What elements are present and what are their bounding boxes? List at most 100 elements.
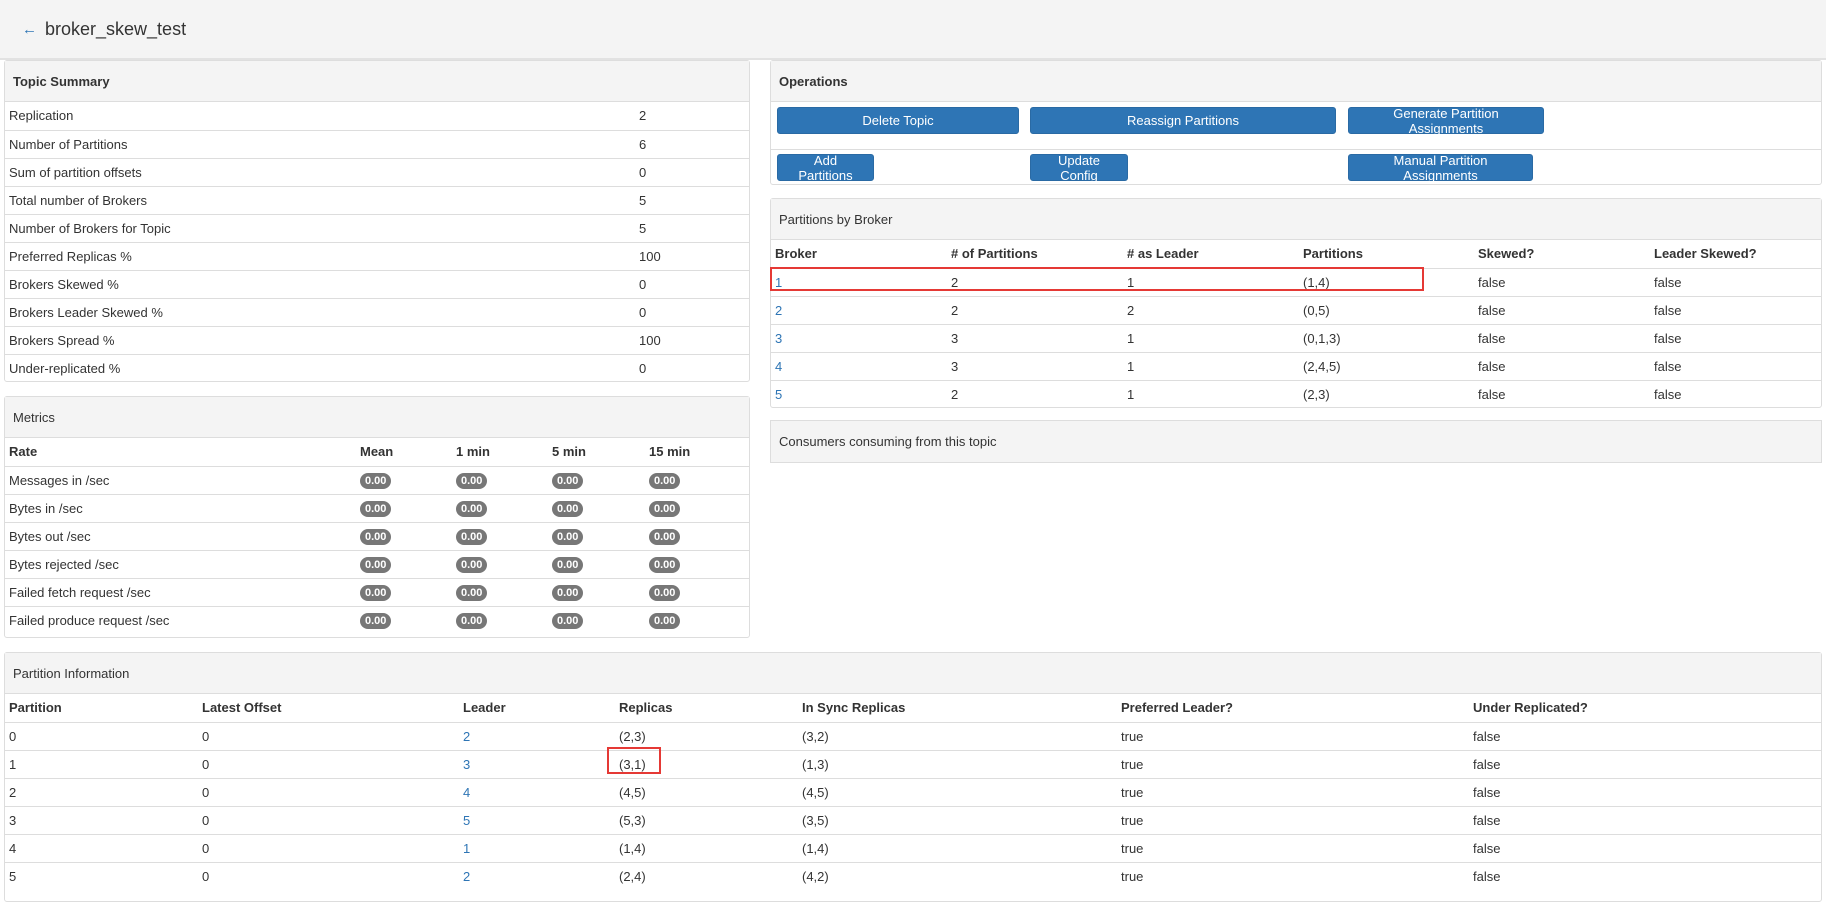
panel-title: Partitions by Broker <box>771 199 1821 240</box>
leader-skewed: false <box>1650 268 1821 297</box>
metric-badge: 0.00 <box>360 528 392 545</box>
metric-cell: 0.00 <box>645 550 749 579</box>
metric-cell: 0.00 <box>645 466 749 495</box>
metric-cell: 0.00 <box>356 578 452 607</box>
preferred-leader: true <box>1117 750 1469 779</box>
broker-id-link[interactable]: 2 <box>775 302 783 318</box>
col-preferred-leader: Preferred Leader? <box>1117 694 1469 723</box>
under-replicated: false <box>1469 778 1821 807</box>
metric-cell: 0.00 <box>548 606 645 634</box>
partitions-by-broker-table: Broker # of Partitions # as Leader Parti… <box>771 240 1821 408</box>
broker-id-link[interactable]: 5 <box>775 386 783 402</box>
leader-skewed: false <box>1650 352 1821 381</box>
add-partitions-button[interactable]: Add Partitions <box>777 153 874 183</box>
replicas: (3,1) <box>615 750 798 779</box>
summary-value: 5 <box>635 214 749 243</box>
preferred-leader: true <box>1117 806 1469 835</box>
manual-partition-assignments-button[interactable]: Manual Partition Assignments <box>1348 153 1533 183</box>
metric-badge: 0.00 <box>552 472 584 489</box>
leader-skewed: false <box>1650 324 1821 353</box>
leader: 2 <box>459 862 615 890</box>
leader-link[interactable]: 4 <box>463 784 471 800</box>
as-leader: 1 <box>1123 268 1299 297</box>
delete-topic-button[interactable]: Delete Topic <box>777 107 1019 134</box>
summary-value: 100 <box>635 326 749 355</box>
latest-offset: 0 <box>198 806 459 835</box>
partitions-by-broker-panel: Partitions by Broker Broker # of Partiti… <box>770 198 1822 408</box>
in-sync-replicas: (4,5) <box>798 778 1117 807</box>
summary-label: Total number of Brokers <box>5 186 635 215</box>
metric-cell: 0.00 <box>452 522 548 551</box>
panel-title: Metrics <box>5 397 749 438</box>
replicas: (1,4) <box>615 834 798 863</box>
metric-cell: 0.00 <box>645 606 749 634</box>
leader-link[interactable]: 5 <box>463 812 471 828</box>
table-row: 2 2 2 (0,5) false false <box>771 296 1821 325</box>
update-config-button[interactable]: Update Config <box>1030 153 1128 183</box>
col-rate: Rate <box>5 438 356 467</box>
leader-link[interactable]: 2 <box>463 728 471 744</box>
table-row: Number of Brokers for Topic 5 <box>5 214 749 243</box>
broker-id: 1 <box>771 268 947 297</box>
metric-label: Bytes out /sec <box>5 522 356 551</box>
metric-cell: 0.00 <box>356 550 452 579</box>
table-row: Brokers Skewed % 0 <box>5 270 749 299</box>
summary-value: 6 <box>635 130 749 159</box>
broker-id-link[interactable]: 1 <box>775 274 783 290</box>
metric-badge: 0.00 <box>552 528 584 545</box>
consumers-panel: Consumers consuming from this topic <box>770 420 1822 463</box>
summary-value: 5 <box>635 186 749 215</box>
skewed: false <box>1474 296 1650 325</box>
as-leader: 1 <box>1123 324 1299 353</box>
num-partitions: 3 <box>947 324 1123 353</box>
metric-badge: 0.00 <box>552 556 584 573</box>
col-15min: 15 min <box>645 438 749 467</box>
col-leader: Leader <box>459 694 615 723</box>
metric-badge: 0.00 <box>456 528 488 545</box>
metric-badge: 0.00 <box>360 500 392 517</box>
as-leader: 1 <box>1123 352 1299 381</box>
table-row: Failed fetch request /sec 0.00 0.00 0.00 0.0… <box>5 578 749 607</box>
leader-link[interactable]: 1 <box>463 840 471 856</box>
broker-id: 2 <box>771 296 947 325</box>
metric-cell: 0.00 <box>356 466 452 495</box>
broker-id-link[interactable]: 3 <box>775 330 783 346</box>
col-in-sync-replicas: In Sync Replicas <box>798 694 1117 723</box>
metric-badge: 0.00 <box>649 556 681 573</box>
latest-offset: 0 <box>198 722 459 751</box>
metric-label: Bytes in /sec <box>5 494 356 523</box>
summary-value: 0 <box>639 360 647 376</box>
table-row: Messages in /sec 0.00 0.00 0.00 0.00 <box>5 466 749 495</box>
latest-offset: 0 <box>198 750 459 779</box>
leader: 4 <box>459 778 615 807</box>
in-sync-replicas: (1,3) <box>798 750 1117 779</box>
partition-id: 4 <box>5 834 198 863</box>
summary-label: Replication <box>5 102 635 131</box>
as-leader: 2 <box>1123 296 1299 325</box>
table-row: 5 2 1 (2,3) false false <box>771 380 1821 408</box>
col-partition: Partition <box>5 694 198 723</box>
leader-link[interactable]: 3 <box>463 756 471 772</box>
partition-id: 5 <box>9 868 17 884</box>
partitions: (2,4,5) <box>1299 352 1474 381</box>
partition-id: 2 <box>5 778 198 807</box>
col-partitions: Partitions <box>1299 240 1474 269</box>
partition-information-panel: Partition Information Partition Latest O… <box>4 652 1822 902</box>
leader-link[interactable]: 2 <box>463 868 471 884</box>
summary-label: Brokers Skewed % <box>5 270 635 299</box>
panel-title: Consumers consuming from this topic <box>771 421 1821 462</box>
metric-badge: 0.00 <box>649 528 681 545</box>
broker-id-link[interactable]: 4 <box>775 358 783 374</box>
reassign-partitions-button[interactable]: Reassign Partitions <box>1030 107 1336 134</box>
col-skewed: Skewed? <box>1474 240 1650 269</box>
table-row: Failed produce request /sec 0.00 0.00 0.00 0… <box>5 606 749 634</box>
summary-label: Under-replicated % <box>9 360 121 376</box>
metric-cell: 0.00 <box>548 494 645 523</box>
arrow-left-icon[interactable]: ← <box>22 21 37 38</box>
skewed: false <box>1474 268 1650 297</box>
metric-cell: 0.00 <box>356 606 452 634</box>
preferred-leader: true <box>1121 868 1144 884</box>
generate-partition-assignments-button[interactable]: Generate Partition Assignments <box>1348 106 1544 136</box>
table-row: Replication 2 <box>5 102 749 131</box>
partitions: (0,1,3) <box>1299 324 1474 353</box>
